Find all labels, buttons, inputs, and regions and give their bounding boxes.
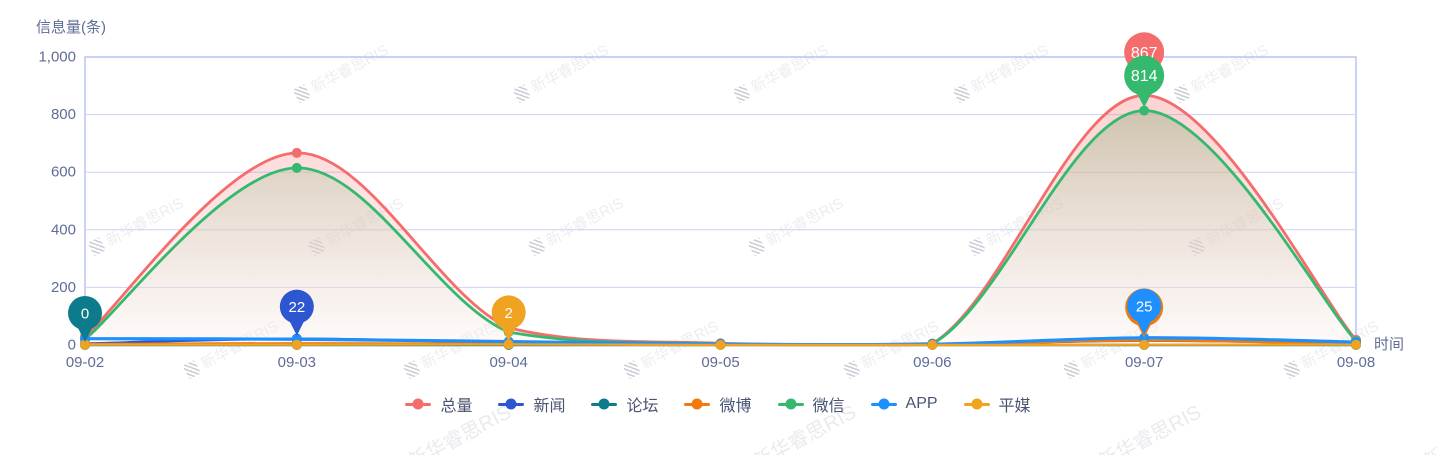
legend-marker-line	[963, 398, 990, 410]
y-tick-label: 1,000	[38, 49, 76, 66]
legend-marker-line	[591, 398, 618, 410]
data-point-微信	[291, 162, 302, 173]
legend-item-新闻[interactable]: 新闻	[498, 392, 565, 416]
y-tick-label: 200	[51, 279, 76, 296]
max-pin-微信	[1124, 55, 1165, 96]
y-tick-label: 600	[51, 164, 76, 181]
data-point-平媒	[1139, 339, 1150, 350]
max-pin-label-平媒: 2	[504, 305, 512, 322]
x-tick-label: 09-05	[701, 354, 739, 371]
legend-item-APP[interactable]: APP	[870, 395, 938, 413]
max-pin-label-论坛: 0	[81, 306, 89, 323]
x-tick-label: 09-08	[1337, 354, 1375, 371]
max-pin-平媒	[491, 295, 526, 330]
legend-label: 微博	[719, 398, 752, 415]
legend-marker-line	[498, 398, 525, 410]
legend-marker-dot	[598, 398, 610, 410]
max-pin-label-新闻: 22	[288, 299, 305, 316]
x-tick-label: 09-06	[913, 354, 951, 371]
x-tick-label: 09-03	[278, 354, 316, 371]
legend-marker-line	[684, 398, 711, 410]
legend-item-总量[interactable]: 总量	[405, 392, 472, 416]
legend-marker-line	[777, 398, 804, 410]
legend-marker-dot	[505, 398, 517, 410]
y-tick-label: 400	[51, 221, 76, 238]
max-pin-APP	[1127, 288, 1162, 323]
data-point-平媒	[80, 339, 90, 350]
legend-marker-dot	[971, 398, 983, 410]
area-微信	[85, 110, 1356, 345]
max-pin-label-APP: 25	[1136, 298, 1153, 315]
x-tick-label: 09-02	[66, 354, 104, 371]
max-pin-label-微信: 814	[1131, 68, 1158, 85]
legend-marker-dot	[878, 398, 890, 410]
data-point-微信	[1139, 105, 1150, 116]
legend-marker-line	[405, 398, 432, 410]
legend-label: 平媒	[998, 398, 1031, 415]
x-tick-label: 09-04	[489, 354, 527, 371]
legend-label: 论坛	[626, 398, 659, 415]
max-pin-新闻	[279, 289, 314, 324]
y-tick-label: 0	[68, 337, 76, 354]
data-point-平媒	[291, 339, 302, 350]
data-point-平媒	[1351, 339, 1361, 350]
legend-marker-dot	[785, 398, 796, 410]
data-point-平媒	[503, 339, 514, 350]
chart-legend: 总量 新闻 论坛 微博 微信	[0, 392, 1436, 416]
legend-label: 新闻	[533, 398, 566, 415]
legend-marker-dot	[691, 398, 703, 410]
legend-item-论坛[interactable]: 论坛	[591, 392, 658, 416]
legend-item-微博[interactable]: 微博	[684, 392, 752, 416]
legend-label: 微信	[812, 398, 845, 415]
legend-label: APP	[905, 395, 938, 412]
legend-item-平媒[interactable]: 平媒	[963, 392, 1031, 416]
legend-item-微信[interactable]: 微信	[777, 392, 845, 416]
data-point-APP	[1139, 332, 1150, 343]
data-point-平媒	[715, 340, 726, 350]
y-tick-label: 800	[51, 106, 76, 123]
legend-marker-line	[870, 398, 897, 410]
max-pin-论坛	[68, 296, 102, 330]
data-point-平媒	[927, 340, 938, 350]
y-axis-title: 信息量(条)	[36, 19, 106, 36]
legend-label: 总量	[440, 398, 473, 415]
data-point-总量	[291, 147, 302, 158]
x-axis-title: 时间	[1374, 336, 1405, 353]
legend-marker-dot	[412, 398, 424, 410]
x-tick-label: 09-07	[1125, 354, 1163, 371]
